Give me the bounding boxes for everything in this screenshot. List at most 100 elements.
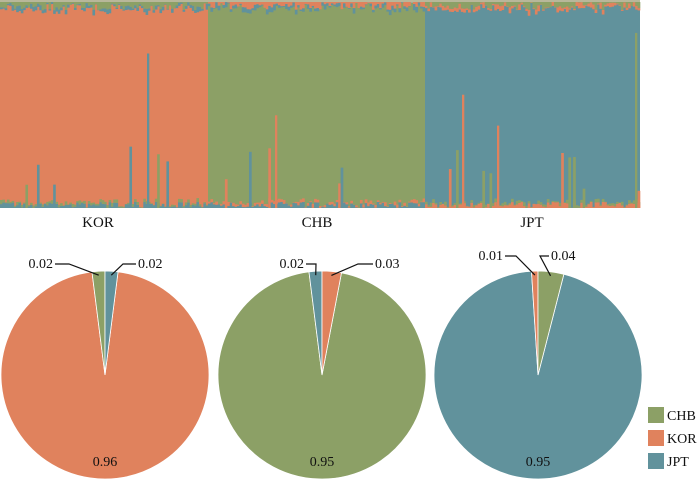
structure-bar-segment [184,2,188,7]
structure-bar-segment [159,206,163,208]
structure-bar-segment [400,2,404,3]
structure-bar-segment [180,2,183,3]
pie-label-kor: 0.01 [479,249,504,264]
structure-bar-segment [475,205,478,208]
structure-bar-segment [333,2,337,5]
structure-bar-segment [352,8,356,14]
structure-bar-segment [220,204,223,206]
structure-bar-segment [196,198,200,203]
structure-bar-segment [64,9,68,15]
structure-bar-segment [537,2,540,6]
structure-bar-segment [11,2,15,6]
structure-bar-segment [532,203,536,208]
pie-slice-kor [0,271,210,480]
structure-bar-segment [187,199,190,203]
structure-bar-segment [422,7,426,12]
structure-bar-segment [196,6,200,13]
structure-bar-segment [273,2,276,5]
structure-bar-segment [330,2,334,4]
structure-bar-segment [563,2,567,8]
structure-bar-segment [427,8,431,12]
structure-bar-segment [134,5,137,9]
structure-bar-segment [350,200,353,204]
structure-bar-segment [522,6,526,8]
structure-bar-segment [220,2,223,4]
pie-slice-jpt [104,270,119,376]
structure-bar-segment [25,5,29,8]
structure-bar-segment [347,206,351,208]
structure-bar-segment [580,2,583,9]
structure-bar-segment [106,2,109,10]
pie-kor: 0.96 0.02 0.02 [0,257,210,480]
structure-bar-segment [472,207,476,208]
structure-bar-segment [491,2,495,4]
structure-bar-segment [143,2,146,9]
structure-bar-segment [381,3,385,8]
structure-bar-segment [171,2,174,9]
structure-bar-segment [599,204,603,206]
structure-bar-segment [9,2,12,3]
structure-bar-segment [518,4,521,10]
structure-bar-segment [429,202,433,207]
structure-bar-segment [628,200,631,204]
structure-bar-segment [117,3,121,5]
structure-bar-segment [159,205,163,207]
structure-bar-segment [224,179,228,208]
structure-bar-segment [539,204,543,208]
structure-bar-segment [446,2,450,6]
structure-bar-segment [138,4,142,6]
structure-bar-segment [227,205,230,208]
structure-bar-segment [582,5,586,9]
structure-bar-segment [628,2,631,4]
structure-bar-segment [470,200,474,203]
structure-bar-segment [55,7,59,12]
structure-bar-segment [573,8,576,11]
structure-bar-segment [57,2,61,10]
structure-bar-segment [166,8,170,10]
structure-bar-segment [194,205,197,208]
structure-bar-segment [253,202,257,206]
structure-bar-segment [71,3,75,4]
structure-bar-segment [403,202,407,206]
structure-bar-segment [565,199,569,204]
structure-bar-segment [408,202,411,208]
structure-bar-segment [520,2,524,5]
structure-bar-segment [64,2,68,10]
structure-bar-segment [518,200,521,203]
structure-bar-segment [104,2,107,9]
structure-bar-segment [340,2,344,10]
structure-bar-segment [302,202,305,208]
structure-bar-segment [563,202,567,203]
structure-bar-segment [491,205,495,208]
structure-bar-segment [544,7,548,9]
structure-bar-segment [20,8,24,14]
structure-bar-segment [432,2,435,8]
structure-bar-segment [403,6,407,9]
structure-bar-segment [637,2,641,9]
structure-bar-segment [99,2,102,10]
structure-bar-segment [71,204,75,208]
structure-bar-segment [134,201,137,208]
structure-bar-segment [494,202,497,208]
structure-bar-segment [94,2,98,5]
structure-bar-segment [36,2,40,4]
structure-bar-segment [27,206,31,208]
structure-bar-segment [396,204,399,208]
structure-bar-segment [429,2,433,8]
structure-bar-segment [212,203,216,205]
structure-bar-segment [376,4,380,8]
structure-bar-segment [294,203,298,208]
structure-block-chb [208,2,425,208]
structure-bar-segment [180,2,183,4]
structure-bar-segment [13,205,17,208]
structure-bar-segment [229,202,233,208]
structure-bar-segment [479,2,483,3]
structure-bar-segment [326,3,329,6]
structure-bar-segment [379,8,382,10]
structure-bar-segment [496,4,500,9]
structure-bar-segment [78,200,82,205]
structure-bar-segment [13,207,17,208]
structure-bar-segment [246,206,250,208]
structure-bar-segment [239,2,243,4]
structure-bar-segment [110,2,114,4]
